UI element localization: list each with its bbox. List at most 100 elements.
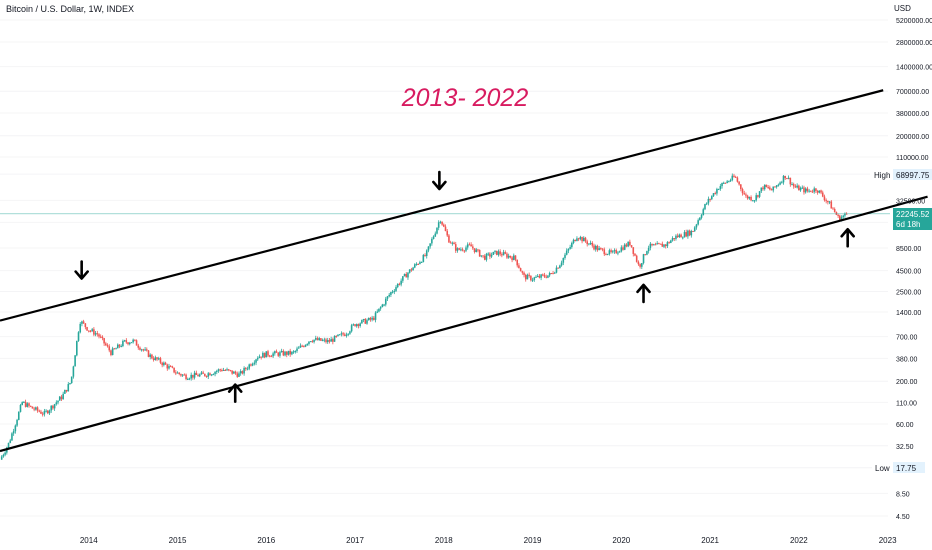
candle-body [702,209,705,215]
candle-body [328,340,331,342]
price-tick-label: 4500.00 [896,269,921,276]
candle-body [825,200,827,202]
candle-body [46,410,49,414]
candle-body [818,190,821,193]
candle-body [501,254,503,256]
candle-body [301,345,303,347]
candle-body [789,177,792,185]
candle-body [23,401,25,403]
candle-body [345,334,348,336]
candle-body [441,221,443,225]
price-axis[interactable]: 5200000.00 2800000.00 1400000.00 700000.00 3… [896,18,932,521]
candle-body [142,349,145,351]
time-axis[interactable]: 2014 2015 2016 2017 2018 2019 2020 2021 2022 2023 [80,536,897,545]
arrow-head [227,383,243,393]
candle-body [62,393,64,400]
candle-body [251,363,254,366]
candle-body [605,254,607,256]
candle-body [550,273,553,275]
candle-body [687,230,689,237]
time-tick-label: 2016 [257,536,275,545]
candle-body [221,369,223,371]
candle-body [178,372,181,375]
candle-body [371,317,373,320]
candle-body [405,273,408,278]
candle-body [43,411,46,415]
candle-body [572,239,575,243]
candle-body [205,375,208,377]
candle-body [296,348,298,351]
candle-body [306,343,309,345]
candle-body [567,248,570,251]
candle-body [717,189,720,191]
candle-body [323,339,326,341]
candle-body [463,250,466,252]
candle-body [154,357,157,361]
candle-body [668,242,670,244]
candle-body [29,405,32,407]
candle-body [523,272,525,275]
candle-body [600,248,602,250]
high-value: 68997.75 [896,171,930,180]
candle-body [507,255,510,258]
candle-body [313,339,315,342]
candle-body [45,410,47,412]
candle-body [552,273,554,275]
candle-body [753,200,756,202]
candle-body [506,253,508,258]
candle-body [676,235,679,238]
candle-body [0,456,3,460]
candle-body [806,188,809,191]
candle-body [594,245,597,250]
candle-body [637,261,640,265]
candle-body [770,189,773,191]
candle-body [559,265,561,269]
candle-body [535,276,537,278]
candle-body [248,364,251,369]
candle-body [265,351,268,358]
candle-body [521,271,524,273]
candle-body [629,241,631,246]
candle-body [431,238,433,244]
candle-body [58,396,61,401]
candle-body [654,244,657,246]
candle-body [623,244,626,250]
candle-body [367,317,370,321]
candle-body [366,320,368,324]
candle-body [415,263,418,265]
candle-body [41,413,44,415]
candle-body [434,233,437,237]
candle-body [651,243,653,246]
candle-body [135,340,138,346]
candle-body [67,384,70,392]
current-price-badge: 22245.52 6d 18h [893,208,932,230]
candle-body [193,372,196,378]
candle-body [93,329,95,335]
candle-body [246,368,249,370]
time-tick-label: 2022 [790,536,808,545]
candle-body [344,334,346,336]
candle-body [548,273,551,276]
price-tick-label: 700000.00 [896,89,929,96]
candle-body [576,238,578,242]
candle-body [57,400,59,403]
candle-body [489,253,491,257]
candle-body [512,255,515,261]
candle-body [545,276,548,278]
candle-body [350,325,353,332]
candle-body [620,247,623,252]
candle-body [685,232,687,237]
candle-body [480,255,483,257]
candle-body [465,247,467,251]
candle-body [494,250,496,252]
candle-body [115,348,117,350]
candle-body [509,255,512,258]
candle-body [294,350,297,352]
candle-body [287,350,290,355]
candle-body [69,382,71,385]
candle-body [53,404,56,409]
candle-body [195,372,198,375]
candle-body [338,334,341,336]
